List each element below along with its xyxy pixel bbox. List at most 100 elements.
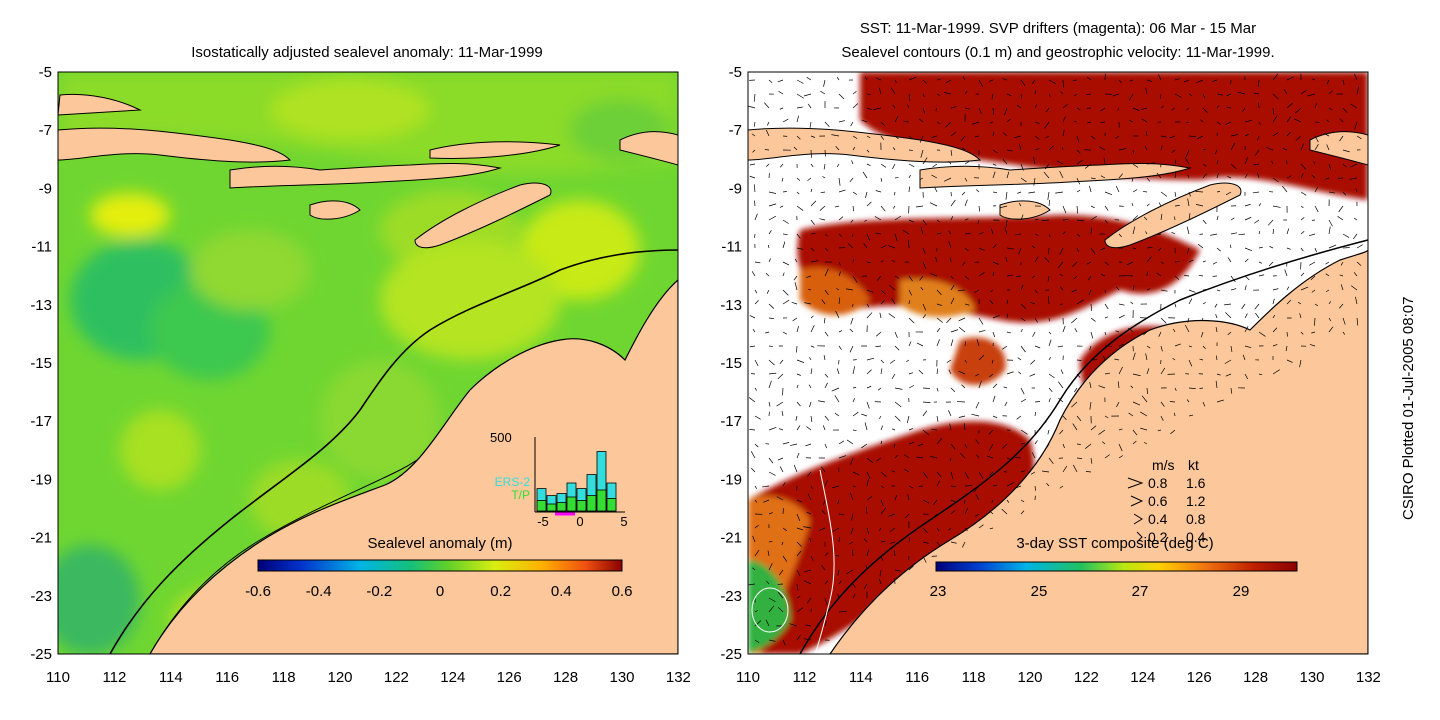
velocity-vector [1339,274,1344,277]
velocity-legend-ms: 0.8 [1148,475,1168,491]
australia-land-right [829,249,1368,654]
velocity-vector [852,471,860,476]
velocity-vector [1200,119,1204,123]
velocity-vector [964,341,966,347]
velocity-vector [908,289,913,296]
velocity-vector [1300,173,1304,179]
velocity-vector [782,527,788,532]
velocity-vector [821,565,826,571]
velocity-vector [1076,149,1081,154]
sla-colorbar-tick-label: 0.6 [612,583,633,600]
velocity-vector [1300,331,1304,335]
velocity-vector [1132,215,1139,221]
velocity-vector [1006,457,1011,460]
velocity-vector [1272,115,1278,123]
velocity-vector [824,121,830,128]
velocity-vector [796,499,803,503]
velocity-vector [1160,289,1168,292]
velocity-vector [948,369,952,375]
velocity-vector [1089,401,1092,410]
velocity-vector [768,215,776,221]
velocity-vector [908,135,914,140]
velocity-vector [850,527,854,535]
velocity-vector [1029,373,1036,377]
velocity-vector [1354,73,1358,81]
velocity-vector [908,93,911,102]
velocity-vector [946,359,952,363]
velocity-vector [754,524,759,529]
velocity-vector [1002,345,1008,350]
velocity-vector [1047,429,1050,435]
velocity-vector [1034,412,1036,417]
velocity-vector [1216,215,1219,221]
velocity-vector [1006,371,1014,375]
velocity-vector [838,455,847,459]
velocity-vector [807,288,812,291]
velocity-vector [988,79,994,82]
sst-patch-orange [900,279,975,317]
velocity-vector [1328,163,1332,170]
velocity-vector [810,555,814,561]
velocity-vector [796,373,801,376]
velocity-vector [1132,401,1141,406]
velocity-vector [1104,372,1111,375]
velocity-vector [888,313,896,319]
velocity-vector [887,245,896,249]
data-count-inset: 500 ERS-2 T/P -5 0 5 [490,430,628,529]
velocity-vector [1258,373,1263,376]
velocity-vector [782,289,789,296]
velocity-vector [880,471,887,477]
velocity-vector [919,177,924,181]
right-panel-title-line2: Sealevel contours (0.1 m) and geostrophi… [841,44,1274,61]
velocity-vector [1118,233,1122,238]
velocity-vector [804,302,812,305]
velocity-vector [838,440,845,445]
velocity-vector [764,102,770,109]
velocity-vector [1141,395,1148,403]
velocity-vector [754,387,757,391]
velocity-vector [866,289,874,293]
lon-tick-label: 132 [1356,669,1381,686]
velocity-vector [894,415,901,422]
velocity-vector [796,177,801,181]
velocity-vector [1356,86,1360,95]
velocity-vector [1257,135,1260,141]
velocity-vector [824,382,828,389]
velocity-vector [1174,93,1182,98]
velocity-vector [810,415,813,422]
velocity-vector [918,369,924,375]
velocity-vector [1118,428,1123,431]
velocity-vector [948,241,952,249]
velocity-vector [958,415,966,418]
velocity-vector [1086,76,1092,81]
velocity-legend-arrow [1130,495,1144,507]
velocity-vector [1146,79,1152,82]
velocity-vector [988,429,994,435]
velocity-vector [824,552,829,557]
velocity-vector [748,105,756,109]
velocity-vector [1272,132,1279,137]
velocity-vector [964,443,967,449]
velocity-vector [1258,230,1261,235]
lat-tick-label: -17 [30,413,52,430]
velocity-vector [1300,163,1306,170]
velocity-vector [1129,119,1134,123]
velocity-vector [1310,275,1316,281]
velocity-vector [1020,93,1022,99]
velocity-vector [1244,247,1253,251]
velocity-vector [989,373,994,378]
velocity-vector [964,233,971,235]
velocity-vector [961,541,966,548]
velocity-vector [1328,219,1333,227]
velocity-vector [862,171,868,179]
velocity-vector [1160,93,1162,99]
velocity-vector [1141,118,1148,123]
velocity-vector [803,580,812,585]
velocity-vector [964,107,970,110]
velocity-vector [963,499,966,504]
velocity-vector [1062,79,1064,88]
velocity-vector [778,607,784,613]
velocity-vector [950,199,956,207]
velocity-vector [908,300,910,305]
velocity-vector [852,258,854,263]
